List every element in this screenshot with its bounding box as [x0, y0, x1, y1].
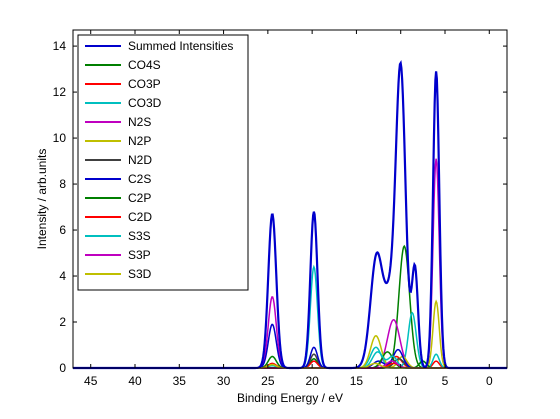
legend-label: N2S	[128, 115, 151, 129]
x-tick-label: 20	[305, 374, 319, 388]
y-tick-label: 2	[59, 315, 66, 329]
plot-frame	[72, 29, 508, 369]
x-tick-label: 15	[350, 374, 364, 388]
y-tick-label: 14	[53, 39, 67, 53]
legend-label: CO3P	[128, 77, 161, 91]
y-tick-label: 6	[59, 223, 66, 237]
legend-label: N2P	[128, 134, 151, 148]
y-tick-label: 4	[59, 269, 66, 283]
x-tick-label: 0	[486, 374, 493, 388]
legend-box	[77, 34, 249, 291]
x-tick-label: 45	[84, 374, 98, 388]
legend-label: C2P	[128, 191, 151, 205]
legend-label: CO4S	[128, 58, 161, 72]
ticks-layer: 45 40 35 30 25 20 15 10 5 0 0 2 4 6 8 10 12 14	[53, 30, 507, 388]
x-tick-label: 30	[217, 374, 231, 388]
x-axis-title: Binding Energy / eV	[237, 391, 343, 405]
y-axis-title: Intensity / arb.units	[35, 149, 49, 250]
legend-label: CO3D	[128, 96, 162, 110]
y-tick-label: 12	[53, 85, 67, 99]
legend-label: C2S	[128, 172, 151, 186]
legend-label: Summed Intensities	[128, 39, 233, 53]
legend-label: S3D	[128, 267, 152, 281]
legend-label: S3P	[128, 248, 151, 262]
y-tick-label: 10	[53, 131, 67, 145]
x-tick-label: 35	[173, 374, 187, 388]
y-tick-label: 8	[59, 177, 66, 191]
x-tick-label: 25	[261, 374, 275, 388]
legend-label: S3S	[128, 229, 151, 243]
legend: Summed Intensities CO4S CO3P CO3D N2S N2P N2D C…	[77, 34, 249, 291]
y-tick-label: 0	[59, 361, 66, 375]
x-tick-label: 10	[394, 374, 408, 388]
legend-label: C2D	[128, 210, 152, 224]
x-tick-label: 40	[128, 374, 142, 388]
x-tick-label: 5	[442, 374, 449, 388]
legend-label: N2D	[128, 153, 152, 167]
